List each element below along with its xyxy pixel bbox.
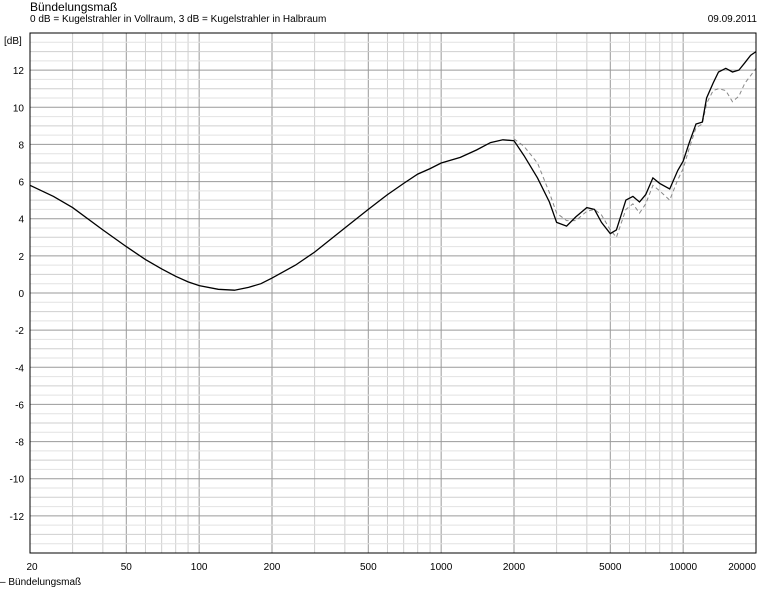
x-tick-label: 20000 [728, 562, 756, 573]
x-tick-label: 200 [264, 562, 281, 573]
series-group [29, 51, 757, 291]
y-tick-label: -8 [15, 438, 24, 449]
y-axis-label: [dB] [4, 36, 22, 47]
x-tick-label: 500 [360, 562, 377, 573]
y-tick-label: 8 [18, 140, 24, 151]
chart-subtitle: 0 dB = Kugelstrahler in Vollraum, 3 dB =… [30, 14, 327, 25]
x-tick-label: 100 [191, 562, 208, 573]
x-tick-label: 1000 [430, 562, 453, 573]
x-tick-label: 2000 [503, 562, 526, 573]
chart-date: 09.09.2011 [707, 14, 757, 25]
y-tick-label: 0 [18, 289, 24, 300]
y-tick-label: -4 [15, 363, 24, 374]
y-tick-label: 6 [18, 178, 24, 189]
x-tick-label: 20 [26, 562, 38, 573]
plot-frame [29, 32, 757, 554]
x-tick-label: 50 [121, 562, 133, 573]
legend-label: Bündelungsmaß [8, 577, 82, 588]
legend-line-icon: – [0, 577, 9, 588]
y-tick-label: -6 [15, 400, 24, 411]
chart-title: Bündelungsmaß [30, 0, 118, 14]
series-line-dashed [513, 68, 757, 239]
y-tick-label: 4 [18, 215, 24, 226]
y-tick-label: 12 [13, 66, 25, 77]
y-tick-labels: 12 10 8 6 4 2 0 -2 -4 -6 -8 -10 -12 [10, 66, 25, 523]
y-tick-label: -12 [10, 512, 25, 523]
x-tick-label: 10000 [669, 562, 697, 573]
y-tick-label: -2 [15, 326, 24, 337]
y-tick-label: 10 [13, 103, 25, 114]
grid [29, 32, 757, 554]
y-tick-label: 2 [18, 252, 24, 263]
series-line-main [29, 51, 757, 291]
x-tick-labels: 20 50 100 200 500 1000 2000 5000 10000 20000 [26, 562, 756, 573]
y-tick-label: -10 [10, 475, 25, 486]
x-tick-label: 5000 [599, 562, 622, 573]
legend: – Bündelungsmaß [0, 577, 81, 588]
